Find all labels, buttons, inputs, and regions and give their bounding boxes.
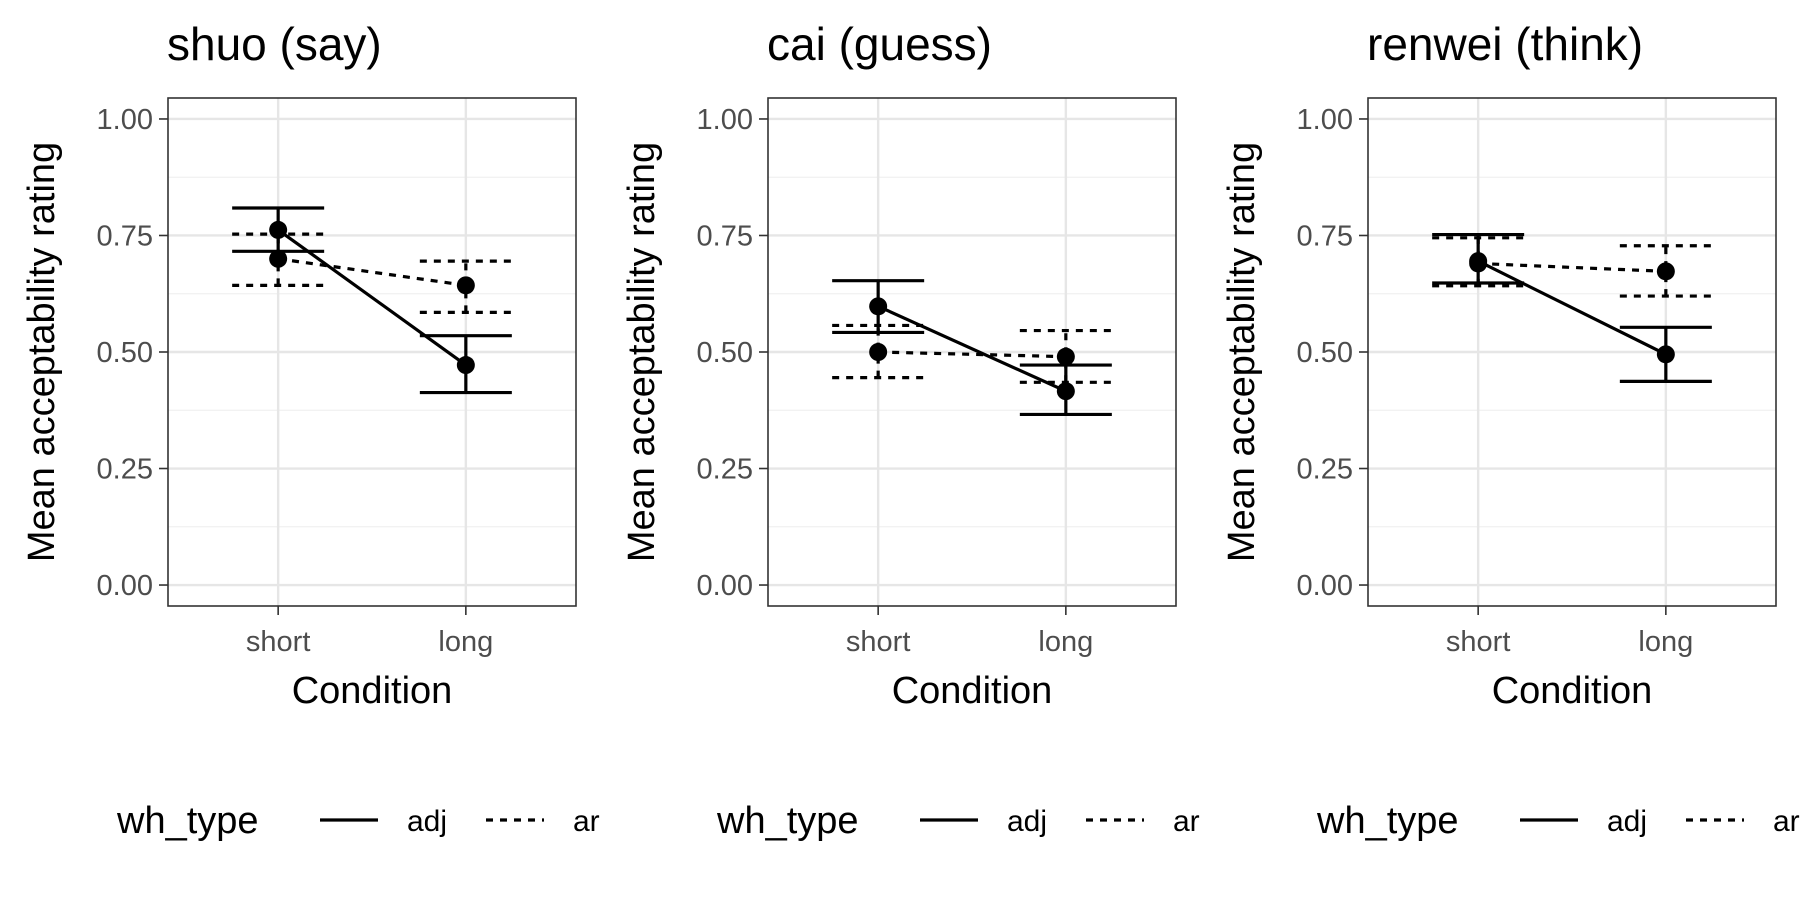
series-line [1477,259,1667,356]
x-tick-label: long [1038,626,1093,658]
data-point [1056,347,1075,366]
data-point [1656,345,1675,364]
y-tick-label: 0.75 [97,220,153,252]
data-point [269,249,288,268]
series-line [878,350,1066,359]
y-tick-label: 1.00 [97,104,153,136]
x-tick-label: long [438,626,493,658]
x-tick-label: short [846,626,910,658]
y-tick-label: 0.25 [1297,454,1353,486]
data-point [1056,382,1075,401]
legend-label: adj [1607,805,1647,838]
x-tick-label: short [1446,626,1510,658]
series-line [877,304,1067,393]
data-point [456,276,475,295]
y-tick-label: 0.50 [1297,337,1353,369]
x-axis-title: Condition [292,670,453,712]
y-tick-label: 0.25 [697,454,753,486]
panel-1: shuo (say) 0.00 0.25 0.50 0.75 1.00 short long C… [21,18,600,842]
legend-label: ar [1173,805,1200,838]
legend: wh_type adj ar [1316,800,1800,842]
x-tick-label: short [246,626,310,658]
y-tick-label: 1.00 [697,104,753,136]
legend-label: adj [407,805,447,838]
y-tick-label: 0.00 [97,570,153,602]
legend-title: wh_type [1316,800,1459,842]
series-adj [832,279,1112,417]
series-ar [832,323,1112,384]
panel-title: cai (guess) [767,18,992,70]
data-point [1656,262,1675,281]
panel-title: shuo (say) [167,18,382,70]
panel-title: renwei (think) [1367,18,1643,70]
legend-label: adj [1007,805,1047,838]
x-axis-title: Condition [892,670,1053,712]
y-tick-label: 0.50 [97,337,153,369]
legend: wh_type adj ar [716,800,1200,842]
y-tick-label: 0.25 [97,454,153,486]
y-tick-label: 1.00 [1297,104,1353,136]
series-line [277,257,467,287]
legend-title: wh_type [116,800,259,842]
y-axis-title: Mean acceptability rating [21,142,63,562]
y-tick-label: 0.50 [697,337,753,369]
data-point [869,297,888,316]
y-tick-label: 0.75 [697,220,753,252]
legend-label: ar [1773,805,1800,838]
y-tick-label: 0.75 [1297,220,1353,252]
data-point [456,356,475,375]
series-ar [232,232,512,314]
series-line [1478,261,1666,273]
x-tick-label: long [1638,626,1693,658]
series-line [277,228,467,367]
legend-title: wh_type [716,800,859,842]
data-point [1469,254,1488,273]
panel-2: cai (guess) 0.00 0.25 0.50 0.75 1.00 short long… [621,18,1200,842]
series-ar [1432,236,1712,298]
legend-label: ar [573,805,600,838]
data-point [869,343,888,361]
y-tick-label: 0.00 [697,570,753,602]
data-point [269,220,288,239]
y-axis-title: Mean acceptability rating [621,142,663,562]
x-axis-title: Condition [1492,670,1653,712]
legend: wh_type adj ar [116,800,600,842]
panel-3: renwei (think) 0.00 0.25 0.50 0.75 1.00 short l… [1221,18,1800,842]
y-axis-title: Mean acceptability rating [1221,142,1263,562]
y-tick-label: 0.00 [1297,570,1353,602]
